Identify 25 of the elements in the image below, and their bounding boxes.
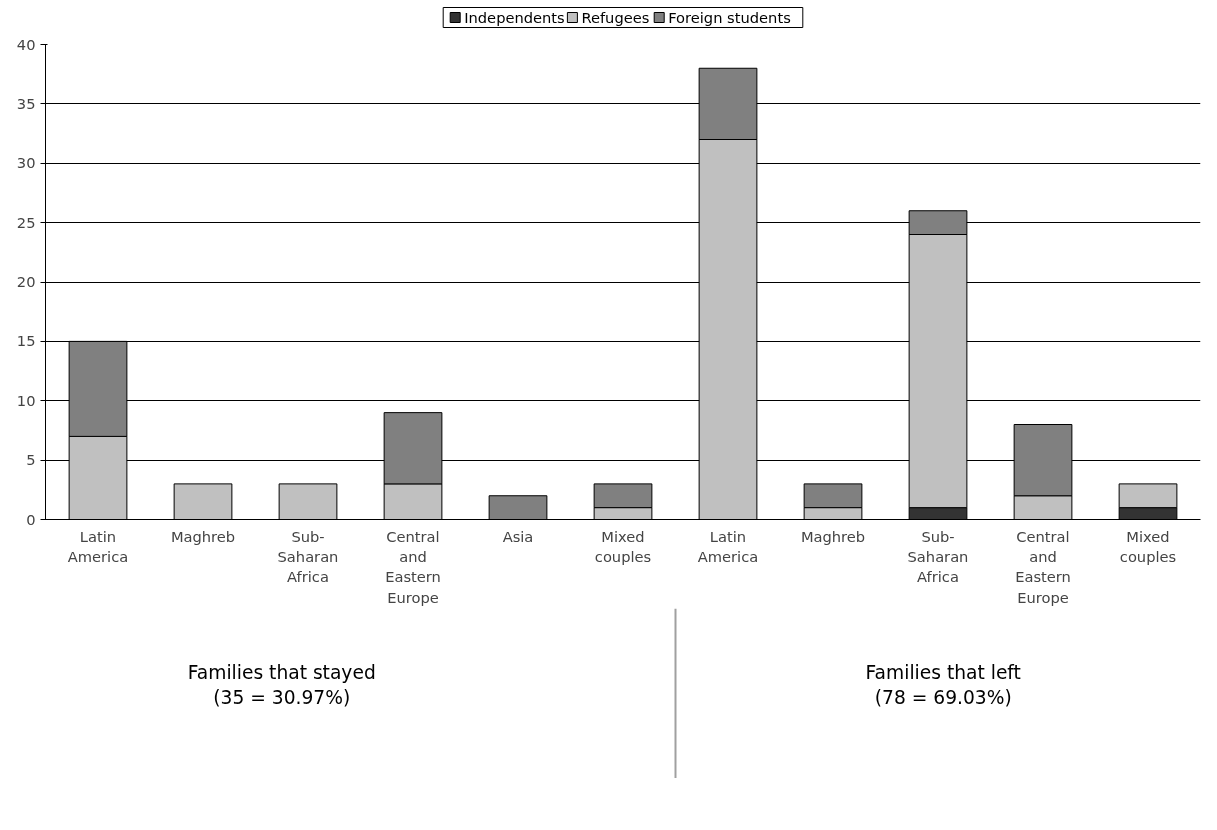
y-tick-label: 0 [26, 510, 36, 528]
y-tick-label: 25 [16, 213, 36, 231]
x-tick-label: Latin America [67, 527, 129, 565]
legend-label: Independents [464, 9, 565, 26]
y-tick-label: 30 [16, 154, 36, 172]
legend-label: Foreign students [668, 9, 791, 26]
x-tick-label: Sub-Saharan Africa [907, 527, 969, 586]
x-tick-label: Latin America [697, 527, 759, 565]
x-tick-label: Mixed couples [594, 527, 652, 565]
text: Families that stayed (35 = 30.97%) [187, 661, 376, 709]
y-tick-label: 15 [16, 332, 36, 350]
y-tick-label: 20 [16, 273, 36, 290]
y-tick-label: 40 [16, 35, 36, 53]
legend-label: Refugees [581, 9, 650, 26]
x-tick-label: Central and Eastern Europe [385, 527, 441, 606]
x-tick-label: Maghreb [170, 527, 236, 545]
y-tick-label: 35 [16, 94, 36, 112]
x-tick-label: Maghreb [800, 527, 866, 545]
y-tick-label: 10 [16, 391, 36, 409]
x-tick-label: Asia [502, 527, 534, 545]
x-tick-label: Sub-Saharan Africa [277, 527, 339, 586]
x-tick-label: Central and Eastern Europe [1015, 527, 1071, 606]
x-tick-label: Mixed couples [1119, 527, 1177, 565]
y-tick-label: 5 [26, 451, 36, 469]
text: Families that left (78 = 69.03%) [865, 661, 1021, 709]
